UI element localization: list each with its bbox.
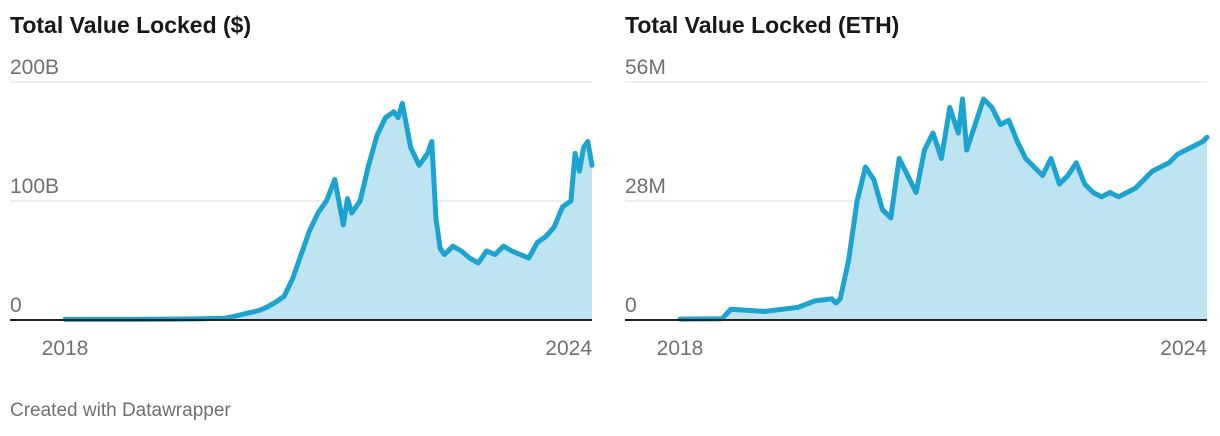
footer-credit: Created with Datawrapper — [10, 400, 231, 421]
x-tick-label: 2024 — [545, 337, 592, 360]
series-area — [680, 99, 1207, 320]
y-tick-label: 0 — [625, 294, 637, 317]
series-line — [677, 96, 1210, 322]
y-tick-label: 0 — [10, 294, 22, 317]
tvl-usd-panel: Total Value Locked ($) 200B 100B 0 2018 2024 — [0, 0, 600, 380]
x-tick-label: 2018 — [42, 337, 89, 360]
y-tick-label: 56M — [625, 56, 666, 79]
y-tick-label: 200B — [10, 56, 59, 79]
series-area — [65, 103, 592, 321]
series-line — [62, 100, 595, 322]
y-tick-label: 100B — [10, 175, 59, 198]
y-tick-label: 28M — [625, 175, 666, 198]
x-tick-label: 2018 — [657, 337, 704, 360]
x-tick-label: 2024 — [1160, 337, 1207, 360]
tvl-eth-panel: Total Value Locked (ETH) 56M 28M 0 2018 2024 — [615, 0, 1215, 380]
chart-title: Total Value Locked ($) — [10, 12, 252, 38]
tvl-eth-chart: 56M 28M 0 2018 2024 — [625, 56, 1210, 360]
tvl-usd-chart: 200B 100B 0 2018 2024 — [10, 56, 595, 360]
chart-title: Total Value Locked (ETH) — [625, 12, 900, 38]
